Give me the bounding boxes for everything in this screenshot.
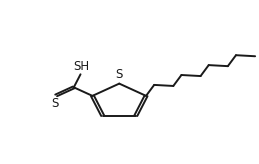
Text: S: S <box>116 68 123 81</box>
Text: SH: SH <box>74 60 90 73</box>
Text: S: S <box>51 97 59 110</box>
